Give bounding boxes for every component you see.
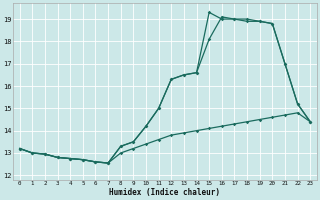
X-axis label: Humidex (Indice chaleur): Humidex (Indice chaleur): [109, 188, 220, 197]
